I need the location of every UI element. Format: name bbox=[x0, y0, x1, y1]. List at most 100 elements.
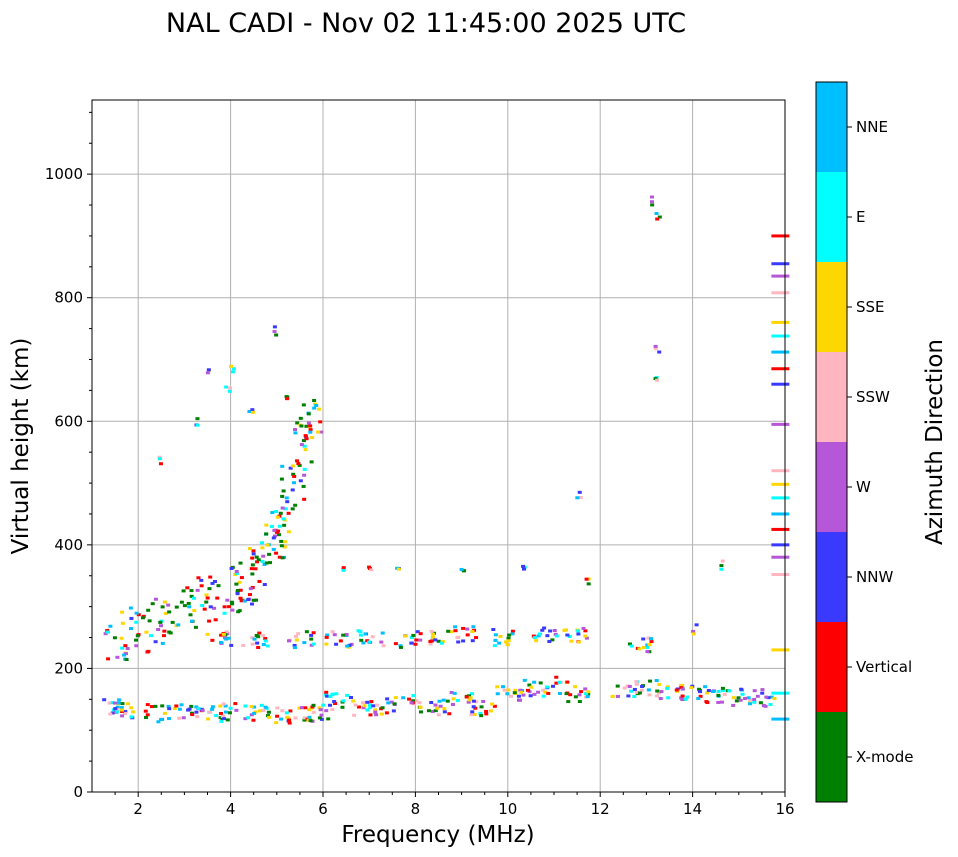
data-point bbox=[234, 582, 239, 586]
data-point bbox=[328, 694, 333, 698]
data-point bbox=[199, 584, 204, 588]
data-point bbox=[536, 690, 541, 694]
data-point bbox=[521, 564, 526, 568]
data-point bbox=[771, 291, 790, 295]
data-point bbox=[332, 633, 337, 637]
data-point bbox=[110, 701, 115, 705]
data-point bbox=[722, 692, 727, 696]
data-point bbox=[356, 705, 361, 709]
data-point bbox=[391, 709, 396, 713]
data-point bbox=[189, 594, 194, 598]
data-point bbox=[170, 620, 175, 624]
data-point bbox=[267, 715, 272, 719]
data-point bbox=[319, 717, 324, 721]
data-point bbox=[204, 593, 209, 597]
y-axis: 0 200 400 600 800 1000 bbox=[45, 111, 92, 801]
data-point bbox=[210, 581, 215, 585]
data-point bbox=[752, 689, 757, 693]
data-point bbox=[532, 692, 537, 696]
data-point bbox=[583, 687, 588, 691]
data-point bbox=[452, 691, 457, 695]
data-point bbox=[647, 693, 652, 697]
data-point bbox=[106, 657, 111, 661]
data-point bbox=[134, 620, 139, 624]
data-point bbox=[470, 692, 475, 696]
data-point bbox=[654, 679, 659, 683]
data-point bbox=[318, 420, 323, 424]
data-point bbox=[308, 719, 313, 723]
data-point bbox=[657, 682, 662, 686]
data-point bbox=[260, 559, 265, 563]
y-tick-label: 600 bbox=[54, 412, 83, 430]
data-point bbox=[224, 630, 229, 634]
data-point bbox=[771, 320, 790, 324]
data-point bbox=[200, 708, 205, 712]
data-point bbox=[527, 683, 532, 687]
data-point bbox=[442, 710, 447, 714]
data-point bbox=[222, 605, 227, 609]
data-point bbox=[437, 699, 442, 703]
data-point bbox=[279, 717, 284, 721]
data-point bbox=[471, 705, 476, 709]
data-point bbox=[433, 703, 438, 707]
chart-title: NAL CADI - Nov 02 11:45:00 2025 UTC bbox=[166, 8, 686, 39]
data-point bbox=[493, 633, 498, 637]
data-point bbox=[285, 500, 290, 504]
data-point bbox=[293, 503, 298, 507]
data-point bbox=[771, 648, 790, 652]
data-point bbox=[363, 632, 368, 636]
data-point bbox=[310, 705, 315, 709]
data-point bbox=[306, 718, 311, 722]
data-point bbox=[261, 708, 266, 712]
data-point bbox=[210, 707, 215, 711]
data-point bbox=[455, 698, 460, 702]
data-point bbox=[453, 625, 458, 629]
data-point bbox=[584, 577, 589, 581]
data-point bbox=[491, 628, 496, 632]
data-point bbox=[470, 630, 475, 634]
data-point bbox=[249, 705, 254, 709]
data-point bbox=[755, 694, 760, 698]
data-point bbox=[411, 699, 416, 703]
data-point bbox=[577, 693, 582, 697]
data-point bbox=[248, 593, 253, 597]
data-point bbox=[736, 696, 741, 700]
data-point bbox=[680, 694, 685, 698]
data-point bbox=[711, 689, 716, 693]
data-point bbox=[650, 195, 655, 199]
data-point bbox=[195, 417, 200, 421]
data-point bbox=[107, 701, 112, 705]
grid-lines bbox=[92, 100, 785, 792]
data-point bbox=[238, 588, 243, 592]
data-point bbox=[115, 655, 120, 659]
data-point bbox=[761, 704, 766, 708]
data-point bbox=[657, 215, 662, 219]
data-point bbox=[413, 642, 418, 646]
data-point bbox=[250, 410, 255, 414]
data-point bbox=[439, 641, 444, 645]
data-point bbox=[478, 711, 483, 715]
data-point bbox=[375, 703, 380, 707]
data-point bbox=[210, 705, 215, 709]
data-point bbox=[649, 200, 654, 204]
data-point bbox=[473, 706, 478, 710]
data-point bbox=[229, 600, 234, 604]
data-point bbox=[583, 634, 588, 638]
data-point bbox=[557, 680, 562, 684]
data-point bbox=[150, 602, 155, 606]
data-point bbox=[384, 711, 389, 715]
data-point bbox=[521, 693, 526, 697]
data-point bbox=[257, 709, 262, 713]
data-point bbox=[577, 490, 582, 494]
data-point bbox=[554, 634, 559, 638]
data-point bbox=[174, 605, 179, 609]
data-point bbox=[324, 690, 329, 694]
data-point bbox=[307, 715, 312, 719]
data-point bbox=[370, 635, 375, 639]
data-point bbox=[576, 629, 581, 633]
data-point bbox=[251, 598, 256, 602]
data-point bbox=[293, 716, 298, 720]
data-point bbox=[547, 640, 552, 644]
data-point bbox=[260, 541, 265, 545]
data-point bbox=[438, 704, 443, 708]
